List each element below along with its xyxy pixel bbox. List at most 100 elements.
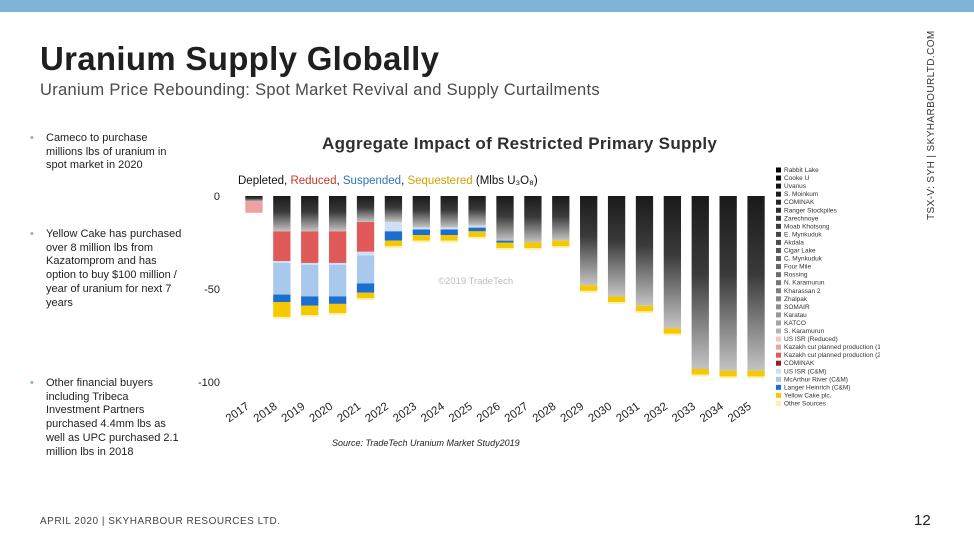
legend-label: Zarechnoye [784, 215, 819, 222]
legend-label: Yellow Cake plc. [784, 392, 832, 399]
bar-segment [273, 231, 291, 262]
bar-segment [412, 240, 430, 243]
footer-text: APRIL 2020 | SKYHARBOUR RESOURCES LTD. [40, 516, 281, 527]
bar-segment-depleted [384, 196, 403, 223]
x-axis: 2017 2018 2019 2020 2021 2022 2023 2024 2025 2026… [224, 400, 754, 425]
bar-segment [328, 264, 347, 297]
legend-label: Kazakh cut planned production (20%) [784, 352, 880, 359]
bar-segment [691, 368, 709, 375]
legend-label: US ISR (Reduced) [784, 336, 838, 343]
bar-segment [524, 242, 542, 249]
legend-swatch [776, 304, 781, 310]
chart-source: Source: TradeTech Uranium Market Study20… [332, 438, 520, 448]
y-axis: 0 -50 -100 [198, 191, 220, 389]
legend-label: Moab Khotsong [784, 223, 830, 230]
bullet-text: Other financial buyers including Tribeca… [46, 377, 179, 458]
bar-segment [663, 328, 682, 334]
chart-header-part: Sequestered [407, 175, 472, 187]
bar-segment [691, 374, 709, 377]
legend-label: Zhalpak [784, 296, 808, 303]
bullet-dot-icon: • [30, 228, 34, 240]
bar-segment [301, 262, 319, 265]
bar-segment [440, 240, 458, 243]
bar-segment-depleted [496, 196, 514, 241]
legend-label: E. Mynkuduk [784, 231, 822, 238]
legend-label: Ranger Stockpiles [784, 207, 837, 214]
x-tick-label: 2031 [614, 401, 642, 426]
legend-label: COMINAK [784, 199, 815, 206]
x-tick-label: 2033 [670, 401, 698, 426]
x-tick-label: 2024 [419, 400, 447, 425]
bar-segment [747, 370, 765, 377]
bar-segment [552, 240, 570, 247]
bar-segment [301, 296, 319, 306]
legend-swatch [776, 368, 781, 374]
bar-segment [328, 313, 347, 316]
legend-label: Karatau [784, 312, 807, 319]
bar-segment-depleted [580, 196, 598, 286]
x-tick-label: 2018 [252, 401, 280, 426]
bar-segment [328, 262, 347, 265]
chart-header-part: , [336, 175, 342, 187]
legend-label: SOMAIR [784, 304, 810, 311]
legend-swatch [776, 167, 781, 173]
bar-segment [356, 298, 375, 301]
bar-segment [384, 240, 403, 247]
legend-swatch [776, 344, 781, 350]
legend-swatch [776, 400, 781, 406]
bar-segment-depleted [356, 196, 375, 223]
bar-segment [273, 316, 291, 319]
bar-segment [496, 240, 514, 243]
bar-segment [328, 296, 347, 304]
legend-swatch [776, 256, 781, 262]
legend-label: Kazakh cut planned production (10%) [784, 344, 880, 351]
legend-swatch [776, 239, 781, 245]
x-tick-label: 2032 [642, 401, 670, 426]
legend-label: McArthur River (C&M) [784, 376, 848, 383]
bar-segment [412, 235, 430, 241]
chart-header-part: Reduced [290, 175, 336, 187]
bar-segment [301, 264, 319, 297]
bar-segment-depleted [328, 196, 347, 232]
bullet-text: Yellow Cake has purchased over 8 million… [46, 228, 182, 309]
bar-segment [384, 231, 403, 241]
bar-segment-depleted [663, 196, 682, 329]
bar-segment [245, 201, 263, 213]
legend-label: Four Mile [784, 264, 811, 271]
legend-swatch [776, 320, 781, 326]
bar-segment [635, 311, 654, 314]
legend-label: Cooke U [784, 175, 810, 182]
legend-label: C. Mynkuduk [784, 256, 823, 263]
bar-segment [440, 227, 458, 230]
chart-header-part: (Mlbs U₃O₈) [473, 175, 538, 187]
side-ticker-tag: TSX-V: SYH | SKYHARBOURLTD.COM [926, 30, 937, 220]
bar-segment [356, 251, 375, 256]
bar-segment [580, 290, 598, 293]
bar-segment [440, 229, 458, 236]
bar-segment [747, 376, 765, 379]
bar-segment [524, 248, 542, 250]
bar-segment-depleted [468, 196, 486, 226]
bar-segment-depleted [245, 196, 263, 202]
bar-segment-depleted [412, 196, 430, 228]
legend-swatch [776, 392, 781, 398]
legend-label: Rabbit Lake [784, 167, 819, 174]
top-accent-bar [0, 0, 974, 12]
legend-label: Langer Heinrich (C&M) [784, 384, 850, 391]
bar-segment [356, 222, 375, 252]
x-tick-label: 2025 [447, 401, 475, 426]
page-title: Uranium Supply Globally [40, 40, 440, 77]
bar-segment-depleted [635, 196, 654, 306]
bar-segment-depleted [552, 196, 570, 241]
legend-swatch [776, 183, 781, 189]
bar-segment-depleted [607, 196, 626, 297]
bar-segment [468, 236, 486, 239]
legend-swatch [776, 223, 781, 229]
bar-segment [356, 255, 375, 284]
chart-header-part: Depleted [238, 175, 284, 187]
bar-segment [552, 246, 570, 249]
bar-segment [496, 242, 514, 249]
bar-segment [580, 285, 598, 291]
bar-segment [328, 303, 347, 314]
bar-segment [468, 227, 486, 232]
